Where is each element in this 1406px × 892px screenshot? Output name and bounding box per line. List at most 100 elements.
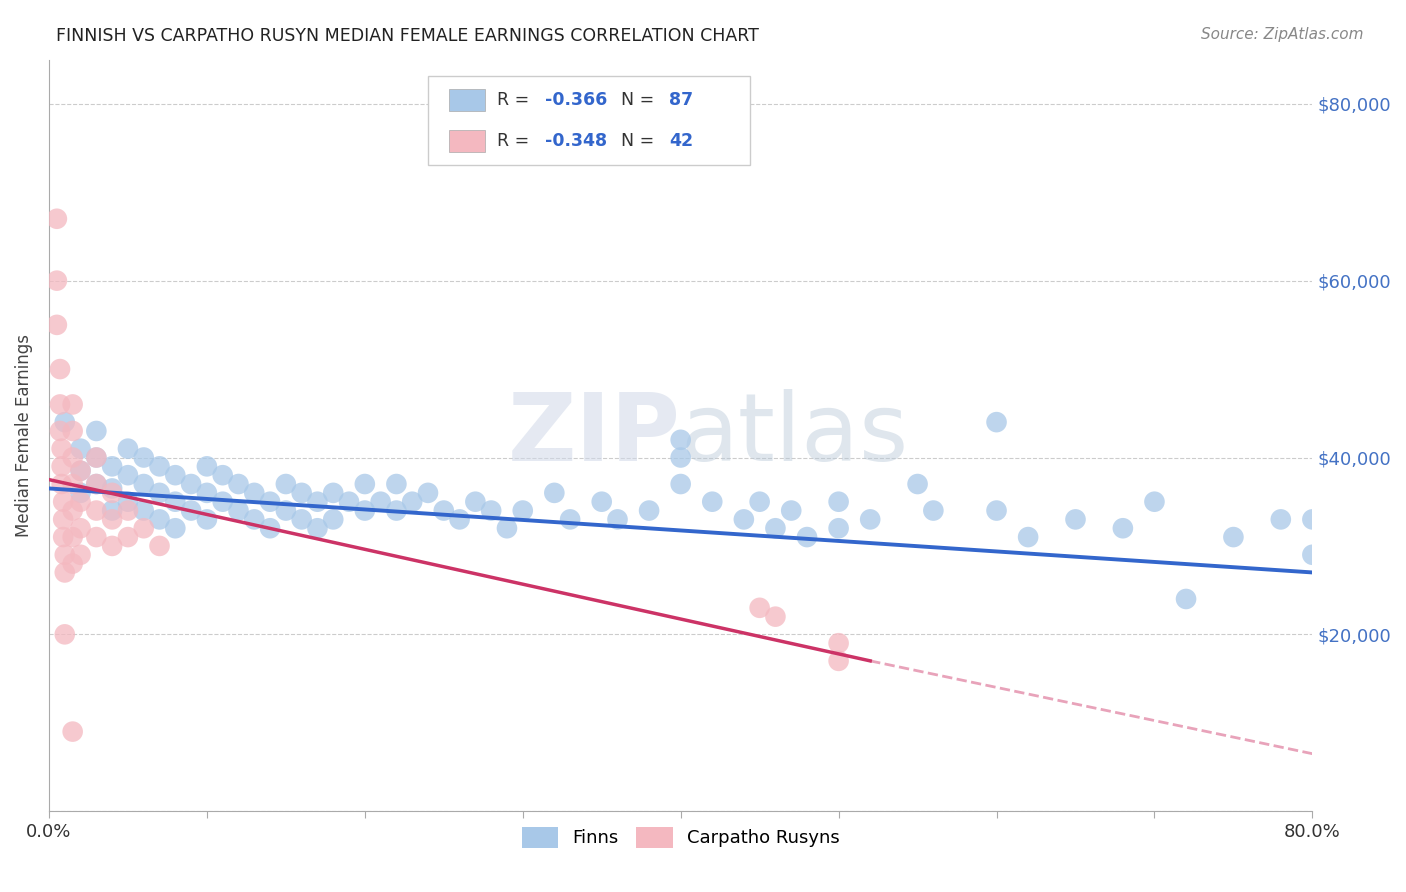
Point: [53, 566, 76, 580]
Point: [765, 609, 787, 624]
Point: [51, 477, 73, 491]
Point: [62, 557, 84, 571]
Point: [62, 477, 84, 491]
Point: [1143, 494, 1166, 508]
Y-axis label: Median Female Earnings: Median Female Earnings: [15, 334, 32, 537]
Point: [922, 503, 945, 517]
Point: [180, 477, 202, 491]
Point: [117, 503, 139, 517]
Point: [307, 521, 329, 535]
Point: [69, 442, 91, 456]
Point: [433, 503, 456, 517]
Point: [291, 486, 314, 500]
Point: [1064, 512, 1087, 526]
Point: [669, 477, 692, 491]
Point: [165, 468, 187, 483]
Point: [449, 512, 471, 526]
Point: [228, 503, 250, 517]
Point: [243, 486, 266, 500]
Point: [259, 494, 281, 508]
Point: [211, 468, 233, 483]
Text: 42: 42: [669, 132, 693, 150]
Point: [52, 494, 75, 508]
Point: [117, 468, 139, 483]
Point: [165, 494, 187, 508]
Point: [62, 724, 84, 739]
Point: [62, 397, 84, 411]
Point: [148, 539, 170, 553]
Point: [51, 442, 73, 456]
Point: [45, 274, 67, 288]
Point: [49, 397, 72, 411]
Point: [780, 503, 803, 517]
Point: [322, 512, 344, 526]
Point: [1270, 512, 1292, 526]
Point: [86, 424, 108, 438]
Point: [211, 494, 233, 508]
Text: ZIP: ZIP: [508, 390, 681, 482]
Text: N =: N =: [621, 91, 659, 109]
Point: [543, 486, 565, 500]
Point: [69, 548, 91, 562]
Point: [322, 486, 344, 500]
Point: [1301, 512, 1323, 526]
Point: [385, 503, 408, 517]
Point: [986, 503, 1008, 517]
Text: FINNISH VS CARPATHO RUSYN MEDIAN FEMALE EARNINGS CORRELATION CHART: FINNISH VS CARPATHO RUSYN MEDIAN FEMALE …: [56, 27, 759, 45]
Point: [827, 494, 849, 508]
Point: [385, 477, 408, 491]
Point: [733, 512, 755, 526]
Point: [180, 503, 202, 517]
FancyBboxPatch shape: [427, 76, 751, 165]
Legend: Finns, Carpatho Rusyns: Finns, Carpatho Rusyns: [515, 820, 846, 855]
Point: [45, 318, 67, 332]
Point: [62, 503, 84, 517]
Point: [53, 548, 76, 562]
Point: [259, 521, 281, 535]
Point: [101, 503, 124, 517]
Point: [1222, 530, 1244, 544]
Point: [765, 521, 787, 535]
Point: [101, 539, 124, 553]
Point: [53, 415, 76, 429]
Point: [274, 477, 297, 491]
Point: [243, 512, 266, 526]
Point: [101, 486, 124, 500]
Point: [165, 521, 187, 535]
Point: [101, 459, 124, 474]
Point: [274, 503, 297, 517]
Point: [669, 450, 692, 465]
Point: [69, 486, 91, 500]
Point: [796, 530, 818, 544]
Text: Source: ZipAtlas.com: Source: ZipAtlas.com: [1201, 27, 1364, 42]
Point: [337, 494, 360, 508]
Point: [1112, 521, 1135, 535]
Point: [62, 424, 84, 438]
FancyBboxPatch shape: [450, 89, 485, 112]
Point: [558, 512, 581, 526]
Point: [86, 477, 108, 491]
Point: [907, 477, 929, 491]
Point: [101, 482, 124, 496]
Point: [195, 486, 218, 500]
Point: [45, 211, 67, 226]
Point: [86, 450, 108, 465]
Text: N =: N =: [621, 132, 659, 150]
Point: [132, 521, 155, 535]
Point: [195, 512, 218, 526]
FancyBboxPatch shape: [450, 129, 485, 152]
Point: [86, 530, 108, 544]
Point: [53, 627, 76, 641]
Point: [148, 512, 170, 526]
Point: [827, 654, 849, 668]
Point: [49, 424, 72, 438]
Point: [606, 512, 628, 526]
Point: [51, 459, 73, 474]
Point: [986, 415, 1008, 429]
Point: [748, 494, 770, 508]
Point: [69, 464, 91, 478]
Point: [1301, 548, 1323, 562]
Point: [228, 477, 250, 491]
Text: 87: 87: [669, 91, 693, 109]
Point: [69, 464, 91, 478]
